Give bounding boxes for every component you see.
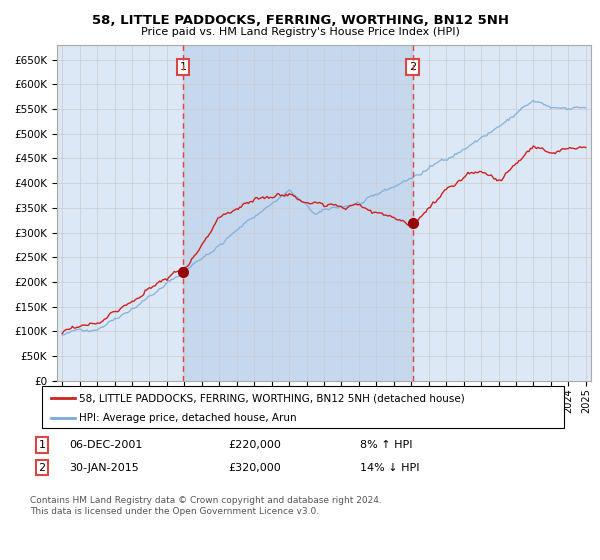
Text: HPI: Average price, detached house, Arun: HPI: Average price, detached house, Arun (79, 413, 297, 423)
Text: 30-JAN-2015: 30-JAN-2015 (69, 463, 139, 473)
Text: 1: 1 (38, 440, 46, 450)
Text: 1: 1 (179, 62, 187, 72)
Text: 14% ↓ HPI: 14% ↓ HPI (360, 463, 419, 473)
Bar (183, 45, 413, 381)
Text: 06-DEC-2001: 06-DEC-2001 (69, 440, 142, 450)
Text: £220,000: £220,000 (228, 440, 281, 450)
Text: 2: 2 (409, 62, 416, 72)
Text: 58, LITTLE PADDOCKS, FERRING, WORTHING, BN12 5NH: 58, LITTLE PADDOCKS, FERRING, WORTHING, … (91, 14, 509, 27)
Text: Contains HM Land Registry data © Crown copyright and database right 2024.: Contains HM Land Registry data © Crown c… (30, 496, 382, 505)
Text: 8% ↑ HPI: 8% ↑ HPI (360, 440, 413, 450)
Text: Price paid vs. HM Land Registry's House Price Index (HPI): Price paid vs. HM Land Registry's House … (140, 27, 460, 37)
Text: £320,000: £320,000 (228, 463, 281, 473)
Text: 2: 2 (38, 463, 46, 473)
Text: This data is licensed under the Open Government Licence v3.0.: This data is licensed under the Open Gov… (30, 507, 319, 516)
Text: 58, LITTLE PADDOCKS, FERRING, WORTHING, BN12 5NH (detached house): 58, LITTLE PADDOCKS, FERRING, WORTHING, … (79, 393, 465, 403)
